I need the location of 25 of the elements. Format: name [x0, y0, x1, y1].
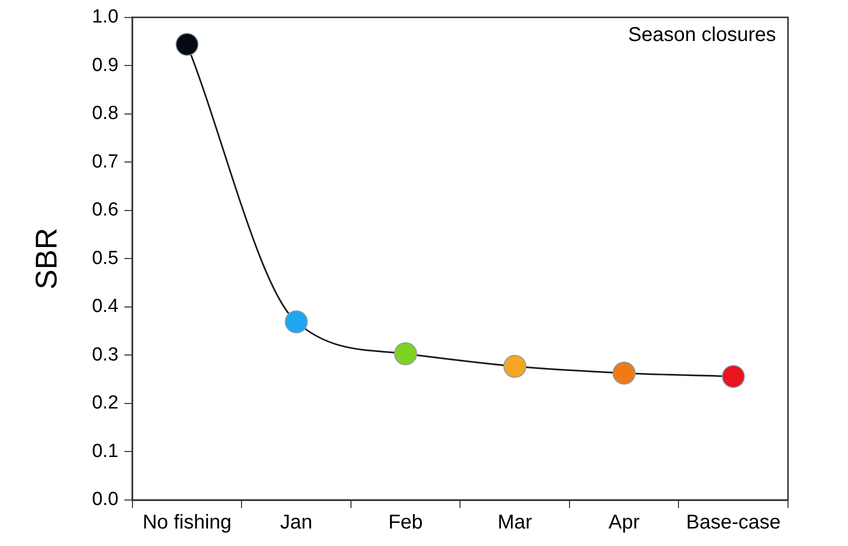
point: [394, 342, 418, 366]
point: [284, 310, 308, 334]
x-tick-label: Jan: [280, 512, 312, 534]
y-tick-label: 0.5: [92, 248, 118, 269]
y-tick-label: 1.0: [92, 6, 118, 28]
annotation: Season closures: [628, 24, 776, 46]
y-tick-label: 0.3: [92, 344, 118, 366]
y-axis-title: SBR: [30, 228, 64, 290]
point: [722, 364, 745, 388]
y-tick-label: 0.7: [92, 151, 118, 172]
point: [176, 32, 199, 56]
y-tick-label: 0.8: [92, 103, 118, 124]
y-tick-label: 0.9: [92, 54, 118, 76]
y-tick-label: 0.0: [92, 489, 118, 510]
x-tick-label: Apr: [608, 512, 640, 534]
y-tick-label: 0.2: [92, 392, 118, 414]
x-tick-label: No fishing: [142, 512, 232, 534]
point: [612, 362, 636, 385]
y-tick-label: 0.1: [92, 440, 118, 462]
point: [503, 354, 526, 378]
y-tick-label: 0.6: [92, 200, 118, 221]
y-tick-label: 0.4: [92, 296, 119, 318]
x-tick-label: Feb: [388, 512, 423, 534]
x-tick-label: Mar: [498, 512, 532, 534]
x-tick-label: Base-case: [686, 512, 781, 534]
